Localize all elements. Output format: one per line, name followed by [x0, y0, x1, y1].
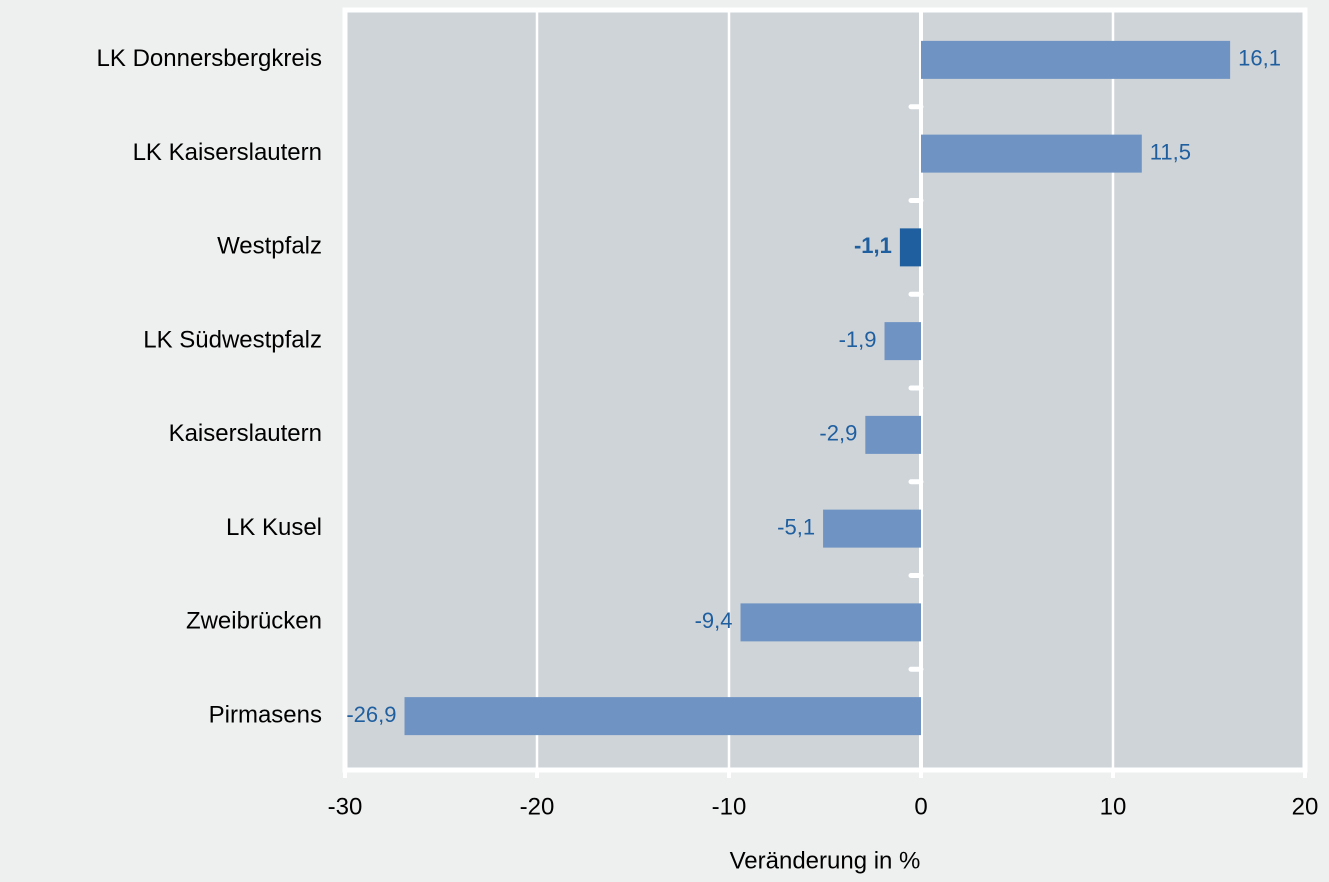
- x-tick-label: 0: [914, 793, 927, 820]
- bar: [740, 603, 921, 642]
- value-label: -2,9: [819, 421, 857, 446]
- x-tick-label: 10: [1100, 793, 1127, 820]
- category-label: LK Kusel: [226, 514, 322, 541]
- bar: [865, 415, 921, 454]
- x-axis-label: Veränderung in %: [730, 847, 921, 874]
- bar: [921, 134, 1142, 173]
- category-label: Zweibrücken: [186, 608, 322, 635]
- value-label: -5,1: [777, 514, 815, 539]
- category-label: LK Kaiserslautern: [133, 139, 322, 166]
- x-tick-label: 20: [1292, 793, 1319, 820]
- value-label: -1,1: [854, 233, 892, 258]
- x-tick-label: -10: [712, 793, 747, 820]
- x-tick-label: -30: [328, 793, 363, 820]
- bar: [921, 40, 1231, 79]
- value-label: -9,4: [695, 608, 733, 633]
- x-tick-label: -20: [520, 793, 555, 820]
- value-label: 11,5: [1150, 139, 1191, 164]
- bar: [404, 697, 921, 736]
- category-label: Westpfalz: [217, 233, 322, 260]
- value-label: 16,1: [1238, 46, 1281, 71]
- value-label: -1,9: [839, 327, 877, 352]
- bar: [899, 228, 921, 267]
- category-label: Pirmasens: [209, 701, 322, 728]
- bar: [884, 322, 921, 361]
- category-label: LK Südwestpfalz: [143, 326, 322, 353]
- plot-border: [342, 7, 1308, 773]
- category-label: LK Donnersbergkreis: [97, 45, 322, 72]
- bar: [823, 509, 921, 548]
- value-label: -26,9: [346, 702, 396, 727]
- plot-area: [345, 10, 1305, 770]
- category-label: Kaiserslautern: [169, 420, 322, 447]
